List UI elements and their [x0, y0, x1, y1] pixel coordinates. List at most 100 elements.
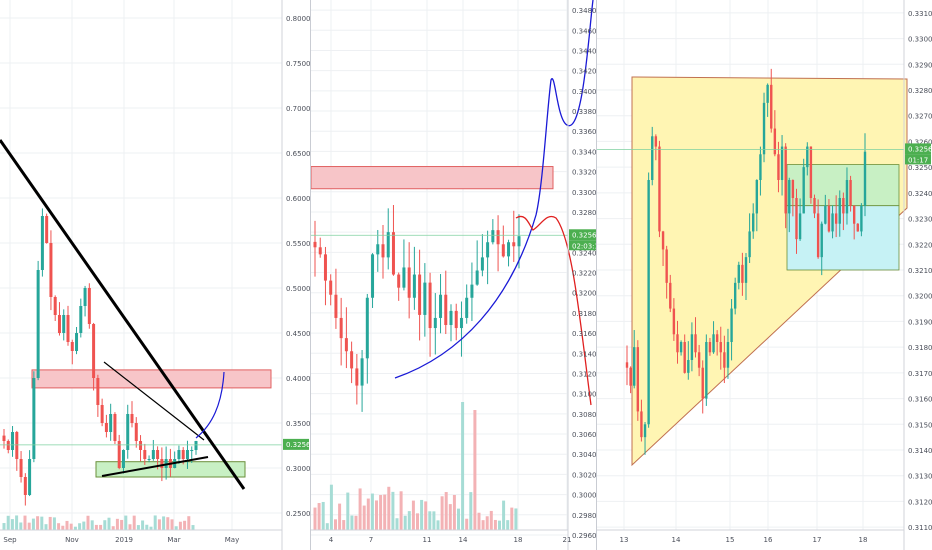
candle: [820, 223, 823, 258]
drawings[interactable]: [394, 0, 594, 406]
candle: [816, 213, 820, 258]
volume-bar: [489, 510, 493, 530]
candle: [397, 274, 401, 288]
volume-bar: [141, 520, 145, 530]
volume-bar: [379, 495, 383, 530]
candle: [683, 342, 686, 373]
volume-bar: [166, 517, 170, 530]
candle: [339, 317, 343, 339]
candle: [705, 342, 708, 399]
x-axis[interactable]: Sep Nov 2019 Mar May: [0, 529, 282, 544]
volume-bar: [2, 523, 6, 530]
candle: [759, 154, 762, 180]
drawings[interactable]: [0, 139, 246, 490]
candle: [806, 146, 809, 168]
price-badge-text: 0.32569: [572, 231, 596, 239]
candle: [45, 216, 49, 243]
parabolic-projection[interactable]: [394, 0, 594, 379]
candle: [647, 180, 650, 425]
candles: [311, 205, 568, 412]
candle: [863, 151, 867, 206]
candle: [755, 180, 759, 214]
x-tick-label: 16: [764, 536, 773, 544]
candle: [32, 378, 36, 459]
volume-bar: [132, 515, 136, 530]
volume-bar: [10, 519, 14, 530]
candle: [87, 288, 91, 324]
volume-bar: [6, 515, 10, 530]
volume-bar: [387, 486, 391, 530]
candle: [53, 297, 57, 315]
candle: [360, 358, 364, 386]
projection-curve[interactable]: [195, 371, 225, 439]
volume-bar: [107, 517, 111, 530]
candle: [2, 435, 6, 441]
volume-bar: [23, 515, 27, 530]
volume-bar: [111, 526, 115, 530]
candle: [104, 423, 108, 432]
volume-bar: [362, 505, 366, 530]
candle: [28, 459, 32, 495]
ascending-triangle: [631, 76, 908, 467]
descending-trendline[interactable]: [0, 139, 246, 490]
drop-projection[interactable]: [515, 215, 592, 406]
x-tick-label: 14: [672, 536, 681, 544]
candle: [651, 136, 654, 180]
x-tick-label: 14: [459, 536, 468, 544]
ascending-support-line[interactable]: [101, 456, 209, 477]
candle: [636, 347, 640, 412]
candle: [679, 342, 683, 353]
countdown-badge-bg: [905, 154, 931, 165]
candle: [444, 294, 448, 326]
volume-bar: [370, 493, 374, 530]
candle: [860, 205, 863, 232]
candle: [629, 367, 632, 386]
zones: [311, 166, 554, 190]
volume-bar: [457, 508, 460, 530]
volume-bar: [149, 526, 153, 530]
candle: [160, 459, 164, 468]
candle: [788, 180, 791, 214]
volume-bar: [44, 524, 48, 530]
candle: [480, 257, 484, 271]
panel-divider[interactable]: [310, 0, 311, 550]
panel-divider[interactable]: [596, 0, 597, 550]
x-tick-label: 11: [423, 536, 432, 544]
volume-bar: [416, 513, 419, 530]
grid: [311, 0, 568, 536]
candle: [57, 315, 61, 333]
candle: [672, 308, 676, 335]
x-tick-label: Nov: [65, 536, 79, 544]
volume-bar: [403, 515, 407, 530]
volume-bar: [69, 523, 73, 530]
x-axis[interactable]: 13 14 15 16 17 18: [597, 529, 904, 544]
volume-bar: [136, 525, 140, 530]
candle: [744, 257, 748, 283]
x-axis[interactable]: 4 7 11 14 18 21: [311, 529, 571, 544]
triangle-upper-line[interactable]: [103, 361, 205, 441]
candle: [334, 294, 338, 318]
candle: [19, 459, 23, 477]
candle: [412, 274, 416, 298]
volume-bar: [469, 492, 473, 530]
volume-bar: [120, 519, 124, 530]
